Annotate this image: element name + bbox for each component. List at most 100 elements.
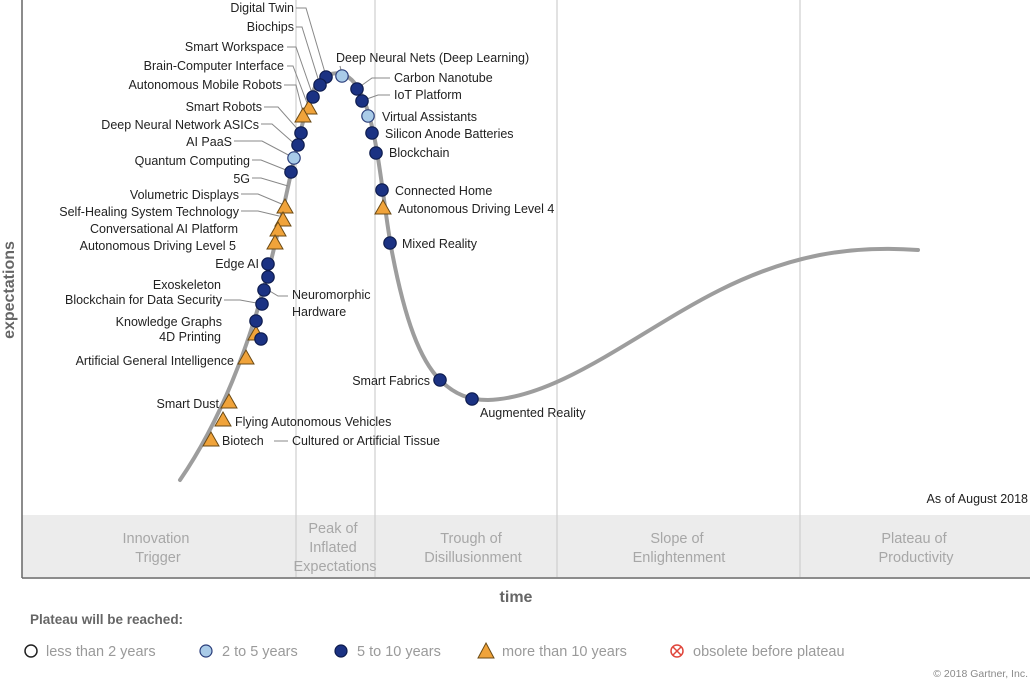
label-self-healing-system-technology: Self-Healing System Technology xyxy=(59,205,239,219)
label-augmented-reality: Augmented Reality xyxy=(480,406,586,420)
leader-autonomous-mobile-robots xyxy=(284,84,306,121)
legend-open-circle-icon xyxy=(24,644,38,658)
label-silicon-anode-batteries: Silicon Anode Batteries xyxy=(385,127,514,141)
marker-deep-neural-nets-deep-learning xyxy=(335,69,349,83)
marker-iot-platform xyxy=(355,94,369,108)
legend-item-gt10: more than 10 years xyxy=(477,641,627,660)
leader-smart-workspace xyxy=(287,46,314,97)
marker-conversational-ai-platform xyxy=(261,257,275,271)
label-biotech-cultured-or-artificial-tissue: Biotech Cultured or Artificial Tissue xyxy=(222,434,440,448)
label-blockchain: Blockchain xyxy=(389,146,449,160)
leader-5g xyxy=(252,177,289,187)
marker-mixed-reality xyxy=(383,236,397,250)
x-axis-label: time xyxy=(500,589,533,606)
label-smart-dust: Smart Dust xyxy=(156,397,219,411)
marker-carbon-nanotube xyxy=(350,82,364,96)
leader-ai-paas xyxy=(234,140,295,159)
label-neuromorphic-line-2: Hardware xyxy=(292,305,346,319)
marker-smart-robots xyxy=(294,126,308,140)
legend-item-2to5: 2 to 5 years xyxy=(199,644,298,660)
marker-4d-printing xyxy=(254,332,268,346)
label-digital-twin: Digital Twin xyxy=(230,1,294,15)
label-flying-autonomous-vehicles: Flying Autonomous Vehicles xyxy=(235,415,391,429)
label-knowledge-graphs: Knowledge Graphs xyxy=(116,315,222,329)
legend-title: Plateau will be reached: xyxy=(30,612,183,627)
label-carbon-nanotube: Carbon Nanotube xyxy=(394,71,493,85)
leader-dnn-asics xyxy=(261,123,298,147)
phase-slope-line-1: Slope of xyxy=(650,531,704,547)
marker-volumetric-displays xyxy=(274,210,292,227)
phase-innovation: Innovation Trigger xyxy=(123,531,194,566)
axes xyxy=(21,0,1030,579)
label-biotech-line-1: Biotech xyxy=(222,434,264,448)
marker-blockchain-for-data-security xyxy=(255,297,269,311)
leader-biochips xyxy=(296,26,321,86)
marker-virtual-assistants xyxy=(361,109,375,123)
marker-connected-home xyxy=(375,183,389,197)
label-ai-paas: AI PaaS xyxy=(186,135,232,149)
leader-quantum xyxy=(252,159,292,173)
marker-smart-fabrics xyxy=(433,373,447,387)
leader-neuromorphic xyxy=(267,289,288,297)
label-5g: 5G xyxy=(233,172,250,186)
legend: Plateau will be reached: less than 2 yea… xyxy=(24,612,845,660)
phase-innovation-line-2: Trigger xyxy=(135,550,181,566)
legend-label-obsolete: obsolete before plateau xyxy=(693,644,845,660)
phase-plateau-line-2: Productivity xyxy=(879,550,955,566)
phase-peak: Peak of Inflated Expectations xyxy=(293,521,376,575)
y-axis-label: expectations xyxy=(1,241,18,339)
label-autonomous-mobile-robots: Autonomous Mobile Robots xyxy=(128,78,282,92)
phase-trough-line-1: Trough of xyxy=(440,531,502,547)
marker-augmented-reality xyxy=(465,392,479,406)
label-exoskeleton: Exoskeleton xyxy=(153,278,221,292)
label-mixed-reality: Mixed Reality xyxy=(402,237,478,251)
leader-iot-platform xyxy=(363,94,390,101)
leader-lines xyxy=(224,7,390,442)
leader-digital-twin xyxy=(296,7,327,77)
technology-labels: Digital Twin Biochips Smart Workspace Brain… xyxy=(59,1,586,448)
marker-exoskeleton xyxy=(257,283,271,297)
legend-cross-b xyxy=(672,646,682,656)
marker-5g xyxy=(284,165,298,179)
phase-trough: Trough of Disillusionment xyxy=(424,531,522,566)
marker-autonomous-driving-level-5 xyxy=(266,233,284,250)
legend-dark-blue-circle-icon xyxy=(334,644,348,658)
label-connected-home: Connected Home xyxy=(395,184,492,198)
marker-brain-computer-interface xyxy=(294,106,312,123)
leader-carbon-nanotube xyxy=(357,77,390,89)
leader-volumetric xyxy=(241,193,285,206)
phase-plateau-line-1: Plateau of xyxy=(881,531,947,547)
phase-labels: Innovation Trigger Peak of Inflated Expe… xyxy=(123,521,955,575)
label-smart-workspace: Smart Workspace xyxy=(185,40,284,54)
leader-smart-robots xyxy=(264,106,302,134)
label-autonomous-driving-level-5: Autonomous Driving Level 5 xyxy=(80,239,236,253)
marker-quantum-computing xyxy=(276,197,294,214)
phase-slope-line-2: Enlightenment xyxy=(633,550,726,566)
legend-item-obsolete: obsolete before plateau xyxy=(670,644,845,660)
legend-item-lt2: less than 2 years xyxy=(24,644,156,660)
label-smart-robots: Smart Robots xyxy=(186,100,262,114)
as-of-note: As of August 2018 xyxy=(927,492,1029,506)
phase-trough-line-2: Disillusionment xyxy=(424,550,522,566)
leader-blockchain-security xyxy=(224,299,263,305)
legend-label-2to5: 2 to 5 years xyxy=(222,644,298,660)
phase-peak-line-2: Inflated xyxy=(309,540,357,556)
label-neuromorphic-hardware: Neuromorphic Hardware xyxy=(292,288,371,319)
label-deep-neural-nets-deep-learning: Deep Neural Nets (Deep Learning) xyxy=(336,51,529,65)
label-conversational-ai-platform: Conversational AI Platform xyxy=(90,222,238,236)
marker-smart-workspace xyxy=(313,78,327,92)
marker-blockchain xyxy=(369,146,383,160)
label-biotech-line-2: Cultured or Artificial Tissue xyxy=(292,434,440,448)
technology-markers xyxy=(202,69,479,447)
phase-peak-line-3: Expectations xyxy=(293,559,376,575)
marker-flying-autonomous-vehicles xyxy=(214,410,232,427)
phase-band xyxy=(22,515,1030,577)
label-iot-platform: IoT Platform xyxy=(394,88,462,102)
marker-biotech-cultured-or-artificial-tissue xyxy=(202,430,220,447)
label-brain-computer-interface: Brain-Computer Interface xyxy=(144,59,284,73)
label-autonomous-driving-level-4: Autonomous Driving Level 4 xyxy=(398,202,554,216)
leader-self-healing xyxy=(241,210,280,217)
marker-knowledge-graphs xyxy=(249,314,263,328)
label-blockchain-for-data-security: Blockchain for Data Security xyxy=(65,293,223,307)
